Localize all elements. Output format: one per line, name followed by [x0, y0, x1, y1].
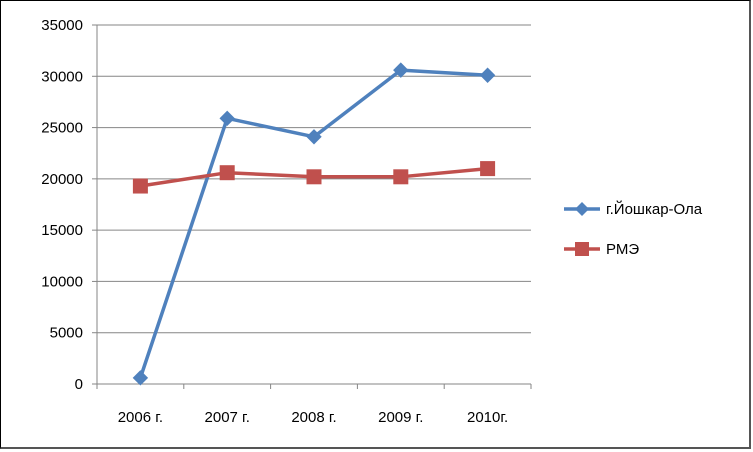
y-tick-label: 5000 — [50, 325, 83, 342]
y-tick-label: 15000 — [41, 222, 83, 239]
y-tick-label: 25000 — [41, 120, 83, 137]
data-point — [479, 67, 496, 83]
x-tick-label: 2008 г. — [291, 409, 336, 426]
legend-label: РМЭ — [606, 241, 639, 258]
legend-marker — [575, 202, 589, 216]
data-point — [393, 169, 409, 185]
gridlines — [97, 24, 531, 334]
x-tick-label: 2007 г. — [205, 409, 250, 426]
x-tick-label: 2006 г. — [118, 409, 163, 426]
data-point — [306, 169, 322, 185]
y-tick-label: 10000 — [41, 273, 83, 290]
x-axis: 2006 г. 2007 г. 2008 г. 2009 г. 2010г. — [96, 383, 532, 426]
y-tick-label: 0 — [75, 376, 83, 393]
y-tick-label: 30000 — [41, 68, 83, 85]
data-point — [306, 129, 322, 145]
series-line — [138, 68, 488, 379]
y-tick-label: 20000 — [41, 171, 83, 188]
data-point — [132, 370, 149, 386]
data-point — [219, 165, 235, 181]
x-tick-label: 2009 г. — [378, 409, 423, 426]
y-axis: 0 5000 10000 15000 20000 25000 30000 35000 — [41, 17, 98, 393]
x-tick-label: 2010г. — [467, 409, 508, 426]
legend: г.Йошкар-Ола РМЭ — [564, 200, 703, 258]
series-group — [132, 62, 496, 386]
legend-marker — [575, 242, 589, 256]
data-point — [219, 110, 235, 127]
y-tick-label: 35000 — [41, 17, 83, 34]
data-point — [393, 62, 409, 78]
data-point — [480, 161, 496, 177]
legend-label: г.Йошкар-Ола — [606, 200, 703, 218]
data-point — [132, 178, 148, 194]
